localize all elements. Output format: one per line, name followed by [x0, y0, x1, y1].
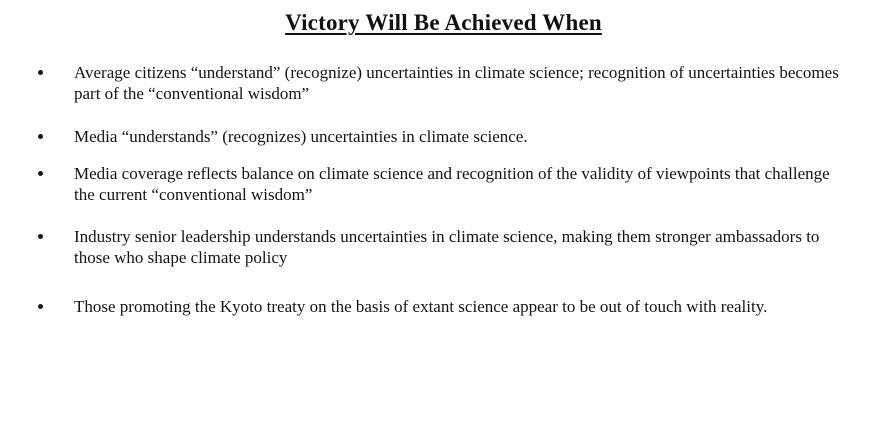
bullet-text: Media coverage reflects balance on clima… [74, 163, 847, 205]
bullet-list: Average citizens “understand” (recognize… [0, 62, 887, 339]
bullet-icon [38, 134, 43, 139]
list-item: Media coverage reflects balance on clima… [0, 163, 887, 205]
list-item: Average citizens “understand” (recognize… [0, 62, 887, 104]
list-item: Those promoting the Kyoto treaty on the … [0, 296, 887, 317]
bullet-text: Industry senior leadership understands u… [74, 226, 847, 268]
bullet-text: Media “understands” (recognizes) uncerta… [74, 126, 847, 147]
bullet-icon [38, 304, 43, 309]
page-title: Victory Will Be Achieved When [0, 10, 887, 36]
list-item: Media “understands” (recognizes) uncerta… [0, 126, 887, 147]
bullet-text: Those promoting the Kyoto treaty on the … [74, 296, 847, 317]
bullet-icon [38, 70, 43, 75]
bullet-text: Average citizens “understand” (recognize… [74, 62, 847, 104]
bullet-icon [38, 234, 43, 239]
list-item: Industry senior leadership understands u… [0, 226, 887, 268]
bullet-icon [38, 171, 43, 176]
